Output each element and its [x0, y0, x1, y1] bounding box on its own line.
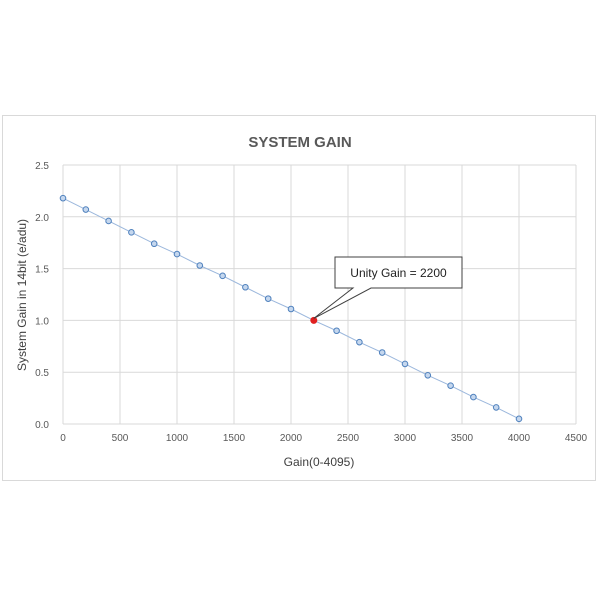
- callout-text: Unity Gain = 2200: [350, 266, 447, 280]
- y-tick-label: 1.0: [35, 316, 49, 327]
- data-point: [424, 372, 432, 379]
- x-tick-label: 3500: [451, 433, 474, 444]
- data-point: [150, 240, 158, 248]
- y-tick-label: 2.0: [35, 213, 49, 224]
- chart-title: SYSTEM GAIN: [248, 134, 351, 151]
- x-tick-label: 2500: [337, 433, 360, 444]
- unity-gain-point: [310, 316, 318, 324]
- y-tick-label: 2.5: [35, 161, 49, 172]
- x-tick-label: 2000: [280, 433, 303, 444]
- chart-frame: [2, 115, 596, 481]
- x-tick-label: 500: [112, 433, 129, 444]
- y-tick-label: 0.0: [35, 420, 49, 431]
- y-tick-label: 0.5: [35, 368, 49, 379]
- data-point: [470, 393, 477, 401]
- data-point: [242, 283, 249, 291]
- data-point: [287, 305, 295, 313]
- callout-box: [313, 256, 463, 319]
- data-point: [219, 272, 226, 280]
- y-axis-label: System Gain in 14bit (e/adu): [15, 219, 29, 371]
- data-point: [447, 382, 454, 389]
- x-axis-label: Gain(0-4095): [284, 455, 355, 469]
- data-point: [196, 262, 204, 269]
- callout: Unity Gain = 2200: [313, 256, 463, 319]
- data-point: [492, 404, 500, 411]
- x-tick-label: 0: [60, 433, 66, 444]
- data-point: [264, 295, 272, 302]
- data-point: [82, 206, 90, 213]
- data-point: [515, 415, 523, 423]
- y-tick-label: 1.5: [35, 265, 49, 276]
- data-point: [173, 250, 181, 258]
- x-tick-label: 3000: [394, 433, 417, 444]
- x-tick-label: 4500: [565, 433, 588, 444]
- data-point: [401, 360, 409, 368]
- grid: [62, 164, 577, 425]
- data-point: [333, 327, 340, 335]
- data-point: [128, 229, 135, 236]
- x-tick-label: 1500: [223, 433, 246, 444]
- tick-labels: 0 500 1000 1500 2000 2500 3000 3500 4000 4500 0.0 0…: [35, 161, 587, 444]
- data-point: [378, 349, 386, 356]
- x-tick-label: 1000: [166, 433, 189, 444]
- x-tick-label: 4000: [508, 433, 531, 444]
- data-series: [59, 194, 523, 423]
- data-point: [356, 338, 363, 346]
- data-point: [105, 217, 112, 225]
- data-point: [59, 194, 67, 202]
